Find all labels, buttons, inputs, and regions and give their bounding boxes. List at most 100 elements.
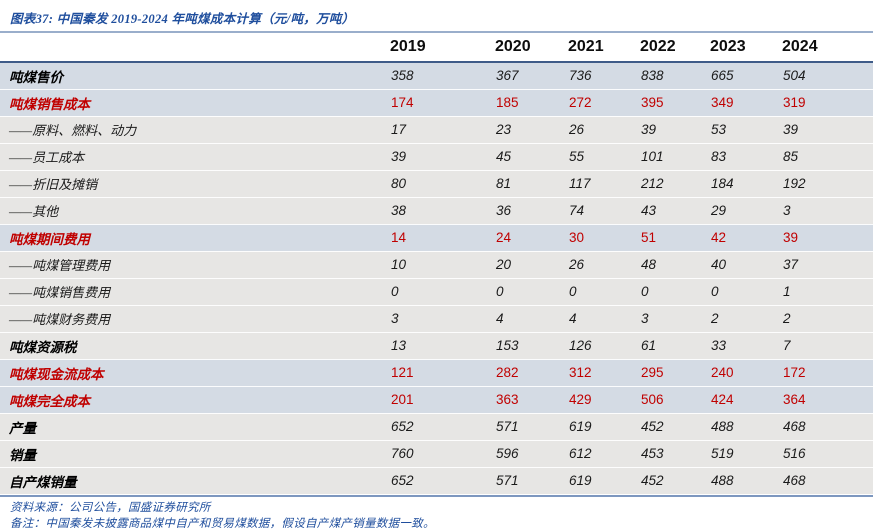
row-label: 销量 <box>0 440 385 468</box>
cell-value: 364 <box>777 386 873 414</box>
cell-value: 596 <box>490 440 563 468</box>
row-label: ——员工成本 <box>0 143 385 171</box>
source-note: 资料来源：公司公告，国盛证券研究所 <box>10 501 211 514</box>
cell-value: 4 <box>563 305 635 333</box>
cell-value: 39 <box>635 116 705 144</box>
cell-value: 192 <box>777 170 873 198</box>
cell-value: 26 <box>563 251 635 279</box>
cell-value: 504 <box>777 62 873 90</box>
cell-value: 117 <box>563 170 635 198</box>
cell-value: 0 <box>563 278 635 306</box>
cell-value: 126 <box>563 332 635 360</box>
cell-value: 0 <box>705 278 777 306</box>
table-row: ——吨煤销售费用 0 0 0 0 0 1 <box>0 278 873 306</box>
cell-value: 519 <box>705 440 777 468</box>
cell-value: 53 <box>705 116 777 144</box>
cell-value: 80 <box>385 170 490 198</box>
cell-value: 45 <box>490 143 563 171</box>
cell-value: 0 <box>385 278 490 306</box>
cell-value: 612 <box>563 440 635 468</box>
cell-value: 1 <box>777 278 873 306</box>
row-label: 自产煤销量 <box>0 467 385 495</box>
table-row: 销量 760 596 612 453 519 516 <box>0 440 873 468</box>
cell-value: 29 <box>705 197 777 225</box>
cell-value: 85 <box>777 143 873 171</box>
cell-value: 665 <box>705 62 777 90</box>
cell-value: 185 <box>490 89 563 117</box>
table-row: 吨煤资源税 13 153 126 61 33 7 <box>0 332 873 360</box>
cell-value: 26 <box>563 116 635 144</box>
row-label: ——吨煤管理费用 <box>0 251 385 279</box>
table-row: 自产煤销量 652 571 619 452 488 468 <box>0 467 873 495</box>
cell-value: 240 <box>705 359 777 387</box>
cell-value: 2 <box>777 305 873 333</box>
cell-value: 452 <box>635 413 705 441</box>
table-row: ——其他 38 36 74 43 29 3 <box>0 197 873 225</box>
cell-value: 61 <box>635 332 705 360</box>
cell-value: 10 <box>385 251 490 279</box>
cell-value: 488 <box>705 413 777 441</box>
cell-value: 42 <box>705 224 777 252</box>
year-column-header: 2023 <box>705 33 777 63</box>
cell-value: 506 <box>635 386 705 414</box>
cell-value: 172 <box>777 359 873 387</box>
row-label: ——其他 <box>0 197 385 225</box>
cell-value: 652 <box>385 467 490 495</box>
cell-value: 13 <box>385 332 490 360</box>
cell-value: 3 <box>777 197 873 225</box>
row-label: ——原料、燃料、动力 <box>0 116 385 144</box>
cell-value: 272 <box>563 89 635 117</box>
cell-value: 838 <box>635 62 705 90</box>
cell-value: 3 <box>635 305 705 333</box>
cell-value: 295 <box>635 359 705 387</box>
cell-value: 282 <box>490 359 563 387</box>
cell-value: 4 <box>490 305 563 333</box>
table-row: ——吨煤管理费用 10 20 26 48 40 37 <box>0 251 873 279</box>
table-header-row: 2019 2020 2021 2022 2023 2024 <box>0 33 873 63</box>
cell-value: 48 <box>635 251 705 279</box>
table-row: ——吨煤财务费用 3 4 4 3 2 2 <box>0 305 873 333</box>
table-row: ——折旧及摊销 80 81 117 212 184 192 <box>0 170 873 198</box>
cell-value: 358 <box>385 62 490 90</box>
cell-value: 429 <box>563 386 635 414</box>
table-row: 吨煤现金流成本 121 282 312 295 240 172 <box>0 359 873 387</box>
year-column-header: 2021 <box>563 33 635 63</box>
table-row: ——员工成本 39 45 55 101 83 85 <box>0 143 873 171</box>
cell-value: 468 <box>777 467 873 495</box>
year-column-header: 2019 <box>385 33 490 63</box>
cell-value: 212 <box>635 170 705 198</box>
cell-value: 14 <box>385 224 490 252</box>
cell-value: 0 <box>635 278 705 306</box>
cell-value: 38 <box>385 197 490 225</box>
cell-value: 184 <box>705 170 777 198</box>
cell-value: 760 <box>385 440 490 468</box>
table-row: 吨煤完全成本 201 363 429 506 424 364 <box>0 386 873 414</box>
cell-value: 83 <box>705 143 777 171</box>
cell-value: 24 <box>490 224 563 252</box>
cell-value: 619 <box>563 413 635 441</box>
row-label: 吨煤售价 <box>0 62 385 90</box>
table-row: 产量 652 571 619 452 488 468 <box>0 413 873 441</box>
row-label: 产量 <box>0 413 385 441</box>
cell-value: 395 <box>635 89 705 117</box>
cell-value: 0 <box>490 278 563 306</box>
year-column-header: 2022 <box>635 33 705 63</box>
corner-cell <box>0 33 385 63</box>
year-column-header: 2020 <box>490 33 563 63</box>
row-label: 吨煤资源税 <box>0 332 385 360</box>
cell-value: 363 <box>490 386 563 414</box>
cell-value: 319 <box>777 89 873 117</box>
cell-value: 619 <box>563 467 635 495</box>
row-label: ——折旧及摊销 <box>0 170 385 198</box>
cell-value: 2 <box>705 305 777 333</box>
row-label: 吨煤现金流成本 <box>0 359 385 387</box>
title-divider <box>0 31 873 33</box>
table-row: 吨煤期间费用 14 24 30 51 42 39 <box>0 224 873 252</box>
table-row: 吨煤售价 358 367 736 838 665 504 <box>0 62 873 90</box>
cell-value: 3 <box>385 305 490 333</box>
cell-value: 452 <box>635 467 705 495</box>
year-column-header: 2024 <box>777 33 873 63</box>
cell-value: 424 <box>705 386 777 414</box>
cell-value: 43 <box>635 197 705 225</box>
